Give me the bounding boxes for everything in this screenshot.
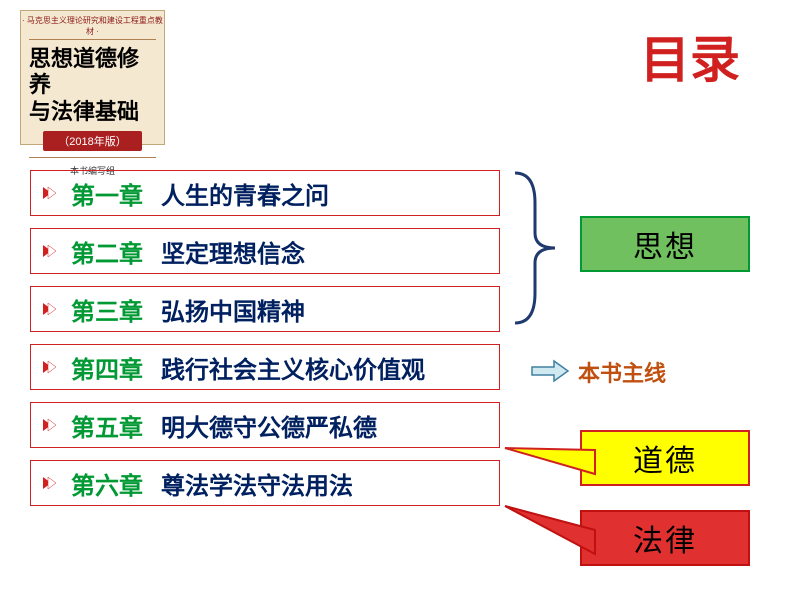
main-thread-label: 本书主线 (578, 356, 666, 388)
arrow-icon (41, 417, 57, 433)
category-box-thought: 思想 (580, 216, 750, 272)
chapter-number: 第二章 (71, 234, 143, 269)
book-year: （2018年版） (43, 131, 142, 151)
main-thread-arrow-icon (530, 358, 570, 384)
arrow-icon (41, 243, 57, 259)
book-title-line1: 思想道德修养 (21, 42, 164, 99)
category-label: 法律 (633, 516, 697, 560)
chapter-row: 第一章 人生的青春之问 (30, 170, 500, 216)
chapter-number: 第六章 (71, 466, 143, 501)
chapter-title: 坚定理想信念 (161, 234, 305, 269)
arrow-icon (41, 301, 57, 317)
chapter-row: 第六章 尊法学法守法用法 (30, 460, 500, 506)
chapter-number: 第五章 (71, 408, 143, 443)
category-label: 思想 (633, 222, 697, 266)
chapter-number: 第四章 (71, 350, 143, 385)
book-title-line2: 与法律基础 (21, 99, 164, 125)
page-title: 目录 (640, 20, 740, 92)
category-box-law: 法律 (580, 510, 750, 566)
chapter-list: 第一章 人生的青春之问 第二章 坚定理想信念 第三章 弘扬中国精神 第四章 践行… (30, 170, 500, 518)
chapter-title: 尊法学法守法用法 (161, 466, 353, 501)
brace-icon (510, 168, 560, 328)
chapter-row: 第三章 弘扬中国精神 (30, 286, 500, 332)
chapter-title: 明大德守公德严私德 (161, 408, 377, 443)
chapter-row: 第二章 坚定理想信念 (30, 228, 500, 274)
chapter-title: 人生的青春之问 (161, 176, 329, 211)
category-box-morality: 道德 (580, 430, 750, 486)
book-cover: · 马克思主义理论研究和建设工程重点教材 · 思想道德修养 与法律基础 （201… (20, 10, 165, 145)
chapter-number: 第三章 (71, 292, 143, 327)
book-topline: · 马克思主义理论研究和建设工程重点教材 · (21, 11, 164, 37)
chapter-title: 践行社会主义核心价值观 (161, 350, 425, 385)
chapter-row: 第四章 践行社会主义核心价值观 (30, 344, 500, 390)
category-label: 道德 (633, 436, 697, 480)
chapter-number: 第一章 (71, 176, 143, 211)
arrow-icon (41, 475, 57, 491)
arrow-icon (41, 359, 57, 375)
arrow-icon (41, 185, 57, 201)
chapter-title: 弘扬中国精神 (161, 292, 305, 327)
chapter-row: 第五章 明大德守公德严私德 (30, 402, 500, 448)
